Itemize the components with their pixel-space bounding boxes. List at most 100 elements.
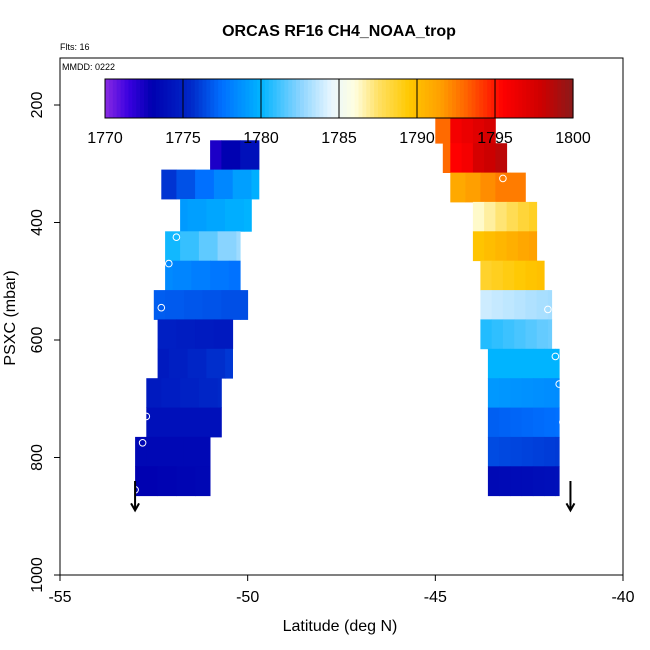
colorbar-segment [214, 79, 219, 118]
data-cell [510, 407, 523, 438]
data-cell [450, 143, 462, 173]
data-cell [202, 290, 222, 320]
data-cell [487, 348, 500, 379]
data-cell [165, 231, 181, 262]
colorbar-segment [561, 79, 566, 118]
y-tick-label: 1000 [29, 557, 46, 593]
data-cell [172, 260, 192, 291]
x-axis-label: Latitude (deg N) [283, 618, 398, 635]
data-cell [195, 319, 215, 350]
data-cell [502, 260, 515, 291]
colorbar-segment [448, 79, 453, 118]
data-cell [499, 436, 511, 467]
colorbar-segment [237, 79, 243, 118]
colorbar-segment [397, 79, 402, 118]
colorbar-segment [288, 79, 293, 118]
colorbar-segment [362, 79, 367, 118]
data-cell [225, 199, 245, 232]
data-cell [532, 378, 545, 408]
colorbar-segment [171, 79, 176, 118]
data-cell [198, 378, 219, 408]
data-cell [195, 169, 215, 200]
colorbar: 1770 1775 1780 1785 1790 1795 1800 [87, 78, 591, 147]
data-cell [487, 407, 500, 438]
data-cell [157, 466, 177, 497]
colorbar-segment [296, 79, 301, 118]
colorbar-segment [452, 79, 457, 118]
data-cell [484, 113, 496, 144]
colorbar-segment [194, 79, 200, 118]
colorbar-segment [179, 79, 184, 118]
data-cell [521, 466, 534, 497]
data-cell [487, 466, 500, 497]
data-cell [210, 260, 230, 291]
colorbar-segment [498, 79, 504, 118]
data-cell [480, 319, 493, 350]
colorbar-segment [210, 79, 215, 118]
data-cell [138, 466, 158, 497]
data-cell [236, 231, 241, 262]
descent-arrow-head [130, 502, 140, 513]
colorbar-segment [108, 79, 114, 118]
data-cell [521, 378, 534, 408]
data-cell [532, 466, 545, 497]
colorbar-segment [132, 79, 137, 118]
colorbar-segment [428, 79, 434, 118]
colorbar-segment [284, 79, 289, 118]
colorbar-tick-label: 1800 [555, 130, 591, 147]
colorbar-segment [467, 79, 473, 118]
colorbar-segment [432, 79, 438, 118]
data-cell [499, 466, 511, 497]
data-cell [484, 143, 496, 173]
colorbar-segment [128, 79, 133, 118]
data-cell [510, 348, 523, 379]
colorbar-segment [381, 79, 387, 118]
colorbar-segment [350, 79, 356, 118]
data-cell [555, 348, 560, 379]
data-cell [225, 348, 233, 379]
colorbar-segment [218, 79, 223, 118]
data-cell [547, 290, 553, 320]
colorbar-segment [537, 79, 543, 118]
colorbar-segment [198, 79, 204, 118]
data-cell [157, 319, 177, 350]
data-cell [555, 407, 560, 438]
data-cell [532, 407, 545, 438]
data-cell [183, 436, 204, 467]
colorbar-segment [163, 79, 168, 118]
data-cell [502, 319, 515, 350]
colorbar-segment [545, 79, 551, 118]
colorbar-segment [307, 79, 313, 118]
colorbar-segment [526, 79, 531, 118]
colorbar-segment [378, 79, 383, 118]
colorbar-segment [389, 79, 395, 118]
colorbar-segment [479, 79, 484, 118]
colorbar-segment [183, 79, 188, 118]
data-cell [213, 169, 234, 200]
data-cell [187, 348, 207, 379]
colorbar-segment [335, 79, 340, 118]
colorbar-segment [147, 79, 153, 118]
colorbar-segment [557, 79, 562, 118]
data-cell [217, 378, 222, 408]
colorbar-segment [292, 79, 297, 118]
data-cell [521, 436, 534, 467]
colorbar-segment [417, 79, 422, 118]
data-cell [146, 378, 162, 408]
data-cell [461, 113, 474, 144]
y-tick-label: 200 [29, 92, 46, 119]
data-cell [544, 436, 556, 467]
colorbar-segment [249, 79, 254, 118]
data-cell [517, 201, 530, 232]
colorbar-segment [413, 79, 418, 118]
data-cell [502, 290, 515, 320]
data-cell [499, 407, 511, 438]
colorbar-segment [105, 79, 110, 118]
colorbar-segment [151, 79, 157, 118]
x-tick-label: -55 [48, 589, 71, 606]
data-cell [461, 143, 474, 173]
colorbar-segment [530, 79, 535, 118]
colorbar-segment [323, 79, 328, 118]
data-cell [243, 199, 252, 232]
